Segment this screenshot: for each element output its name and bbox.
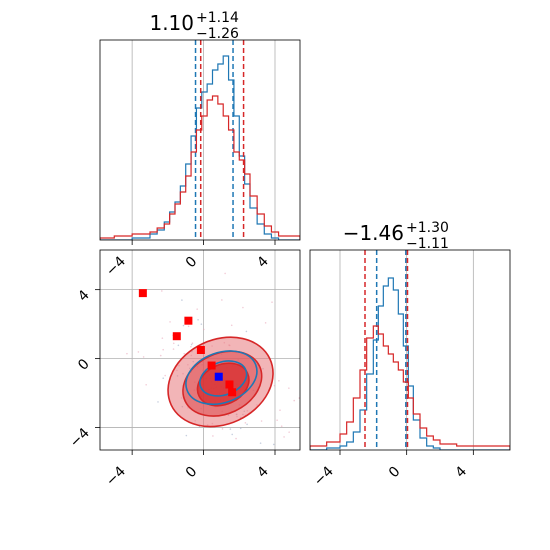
red-marker bbox=[196, 346, 205, 354]
sample-point bbox=[271, 301, 273, 303]
red-marker bbox=[184, 316, 193, 325]
red-marker bbox=[138, 289, 147, 298]
sample-point bbox=[242, 306, 244, 309]
sample-point bbox=[235, 437, 237, 440]
sample-point bbox=[221, 428, 224, 430]
y-tick-label: 0 bbox=[75, 356, 93, 374]
sample-point bbox=[229, 456, 231, 458]
histogram-step-line bbox=[310, 325, 510, 450]
sample-point bbox=[190, 345, 192, 348]
title-value: 1.10 bbox=[149, 11, 194, 35]
sample-point bbox=[239, 427, 242, 430]
sample-point bbox=[172, 348, 175, 350]
x-tick-label: 4 bbox=[254, 463, 272, 481]
sample-point bbox=[162, 377, 165, 379]
sample-point bbox=[126, 352, 128, 355]
red-marker bbox=[207, 361, 216, 370]
sample-point bbox=[172, 342, 175, 345]
histogram-step-line bbox=[310, 277, 510, 450]
x-tick-label: 4 bbox=[254, 253, 272, 271]
sample-point bbox=[288, 431, 290, 433]
x-tick-label: −4 bbox=[311, 463, 337, 489]
title-upper-error: +1.30 bbox=[406, 220, 449, 236]
sample-point bbox=[272, 443, 275, 446]
sample-point bbox=[200, 323, 203, 325]
sample-point bbox=[191, 342, 194, 345]
title-lower-error: −1.26 bbox=[196, 26, 239, 42]
panel-frame bbox=[309, 249, 511, 451]
sample-point bbox=[169, 321, 171, 323]
sample-point bbox=[190, 343, 193, 346]
sample-point bbox=[230, 324, 233, 327]
sample-point bbox=[278, 379, 280, 382]
sample-point bbox=[214, 456, 216, 458]
sample-point bbox=[249, 467, 251, 469]
red-marker bbox=[228, 388, 237, 397]
sample-point bbox=[244, 422, 247, 424]
sample-point bbox=[142, 356, 145, 358]
sample-point bbox=[285, 457, 287, 459]
y-tick-label: −4 bbox=[67, 425, 93, 451]
panel-title: 1.10 +1.14−1.26 bbox=[149, 10, 239, 42]
sample-point bbox=[212, 435, 214, 437]
sample-point bbox=[288, 387, 290, 389]
sample-point bbox=[293, 399, 296, 402]
sample-point bbox=[181, 299, 183, 301]
red-marker bbox=[172, 332, 181, 341]
sample-point bbox=[231, 433, 234, 436]
blue-marker bbox=[214, 372, 223, 381]
sample-point bbox=[229, 428, 232, 430]
panel-frame bbox=[99, 39, 301, 241]
sample-point bbox=[196, 308, 199, 310]
y-tick-label: 4 bbox=[75, 287, 93, 305]
sample-point bbox=[224, 272, 226, 275]
sample-point bbox=[145, 383, 147, 386]
sample-point bbox=[279, 409, 281, 412]
sample-point bbox=[221, 299, 223, 301]
panel-title: −1.46 +1.30−1.11 bbox=[343, 220, 449, 252]
sample-point bbox=[203, 328, 205, 331]
sample-point bbox=[182, 324, 185, 327]
sample-point bbox=[259, 442, 262, 444]
sample-point bbox=[161, 337, 164, 339]
sample-point bbox=[137, 351, 140, 353]
sample-point bbox=[288, 450, 290, 452]
x-tick-label: −4 bbox=[103, 463, 129, 489]
x-tick-label: 0 bbox=[183, 254, 201, 272]
sample-point bbox=[164, 374, 166, 377]
sample-point bbox=[273, 384, 276, 387]
sample-point bbox=[187, 325, 190, 328]
sample-point bbox=[280, 425, 283, 427]
sample-point bbox=[185, 434, 188, 437]
x-tick-label: 4 bbox=[453, 463, 471, 481]
density-contour bbox=[185, 350, 258, 406]
histogram-step-line bbox=[100, 95, 300, 240]
sample-point bbox=[264, 322, 267, 324]
sample-point bbox=[245, 330, 248, 333]
title-value: −1.46 bbox=[343, 221, 404, 245]
sample-point bbox=[161, 290, 163, 292]
sample-point bbox=[276, 419, 278, 422]
sample-point bbox=[183, 352, 186, 355]
panel-frame bbox=[99, 249, 301, 451]
joint-group bbox=[126, 272, 323, 469]
sample-point bbox=[321, 407, 323, 409]
histogram-group bbox=[100, 40, 300, 240]
title-lower-error: −1.11 bbox=[406, 236, 449, 252]
sample-point bbox=[157, 401, 159, 403]
sample-point bbox=[197, 318, 199, 321]
sample-point bbox=[246, 423, 248, 426]
x-tick-label: 0 bbox=[183, 464, 201, 482]
sample-point bbox=[177, 344, 180, 347]
red-marker bbox=[225, 380, 234, 389]
title-upper-error: +1.14 bbox=[196, 10, 239, 26]
sample-point bbox=[283, 436, 285, 438]
x-tick-label: −4 bbox=[103, 253, 129, 279]
histogram-group bbox=[310, 250, 510, 450]
sample-point bbox=[159, 354, 162, 357]
x-tick-label: 0 bbox=[386, 464, 404, 482]
sample-point bbox=[260, 420, 263, 422]
sample-point bbox=[162, 348, 164, 351]
